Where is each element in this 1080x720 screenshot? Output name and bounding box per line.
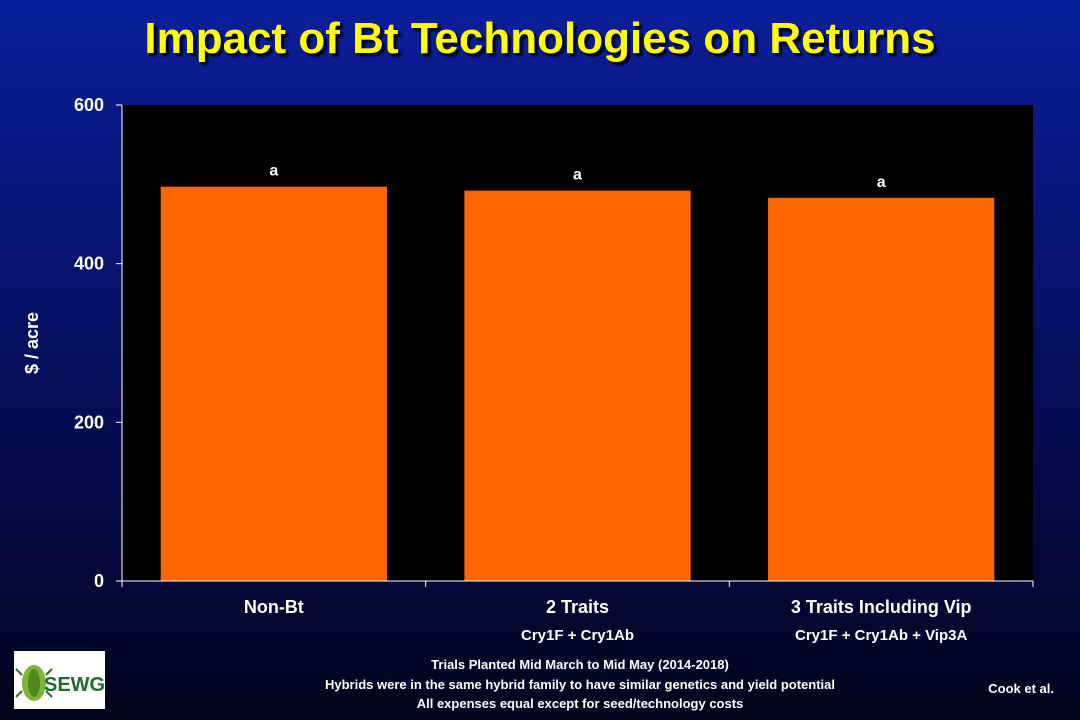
y-axis-label: $ / acre (22, 312, 42, 374)
insect-logo-icon (15, 665, 53, 701)
credit-text: Cook et al. (988, 681, 1054, 696)
footnote-trials: Trials Planted Mid March to Mid May (201… (431, 657, 729, 672)
y-tick-label-1: 200 (74, 412, 104, 432)
logo-text: SEWG (44, 674, 105, 696)
page-title: Impact of Bt Technologies on Returns (144, 14, 936, 63)
x-tick-label-0: Non-Bt (244, 597, 304, 617)
footnote-expenses: All expenses equal except for seed/techn… (416, 696, 744, 711)
x-tick-label-2: 3 Traits Including Vip (791, 597, 972, 617)
x-tick-label-1: 2 Traits (546, 597, 609, 617)
bar-value-label-1: a (573, 167, 582, 184)
bar-2 (768, 197, 995, 581)
y-tick-label-0: 0 (94, 571, 104, 591)
y-tick-label-3: 600 (74, 95, 104, 115)
footnote-hybrids: Hybrids were in the same hybrid family t… (324, 677, 836, 692)
bar-value-label-2: a (877, 174, 886, 191)
bar-value-label-0: a (269, 163, 278, 180)
x-tick-sublabel-1: Cry1F + Cry1Ab (521, 627, 634, 644)
y-tick-label-2: 400 (74, 254, 104, 274)
x-tick-sublabel-2: Cry1F + Cry1Ab + Vip3A (795, 627, 967, 644)
logo: SEWG (14, 651, 105, 709)
bar-1 (464, 190, 691, 581)
bar-0 (160, 186, 387, 582)
